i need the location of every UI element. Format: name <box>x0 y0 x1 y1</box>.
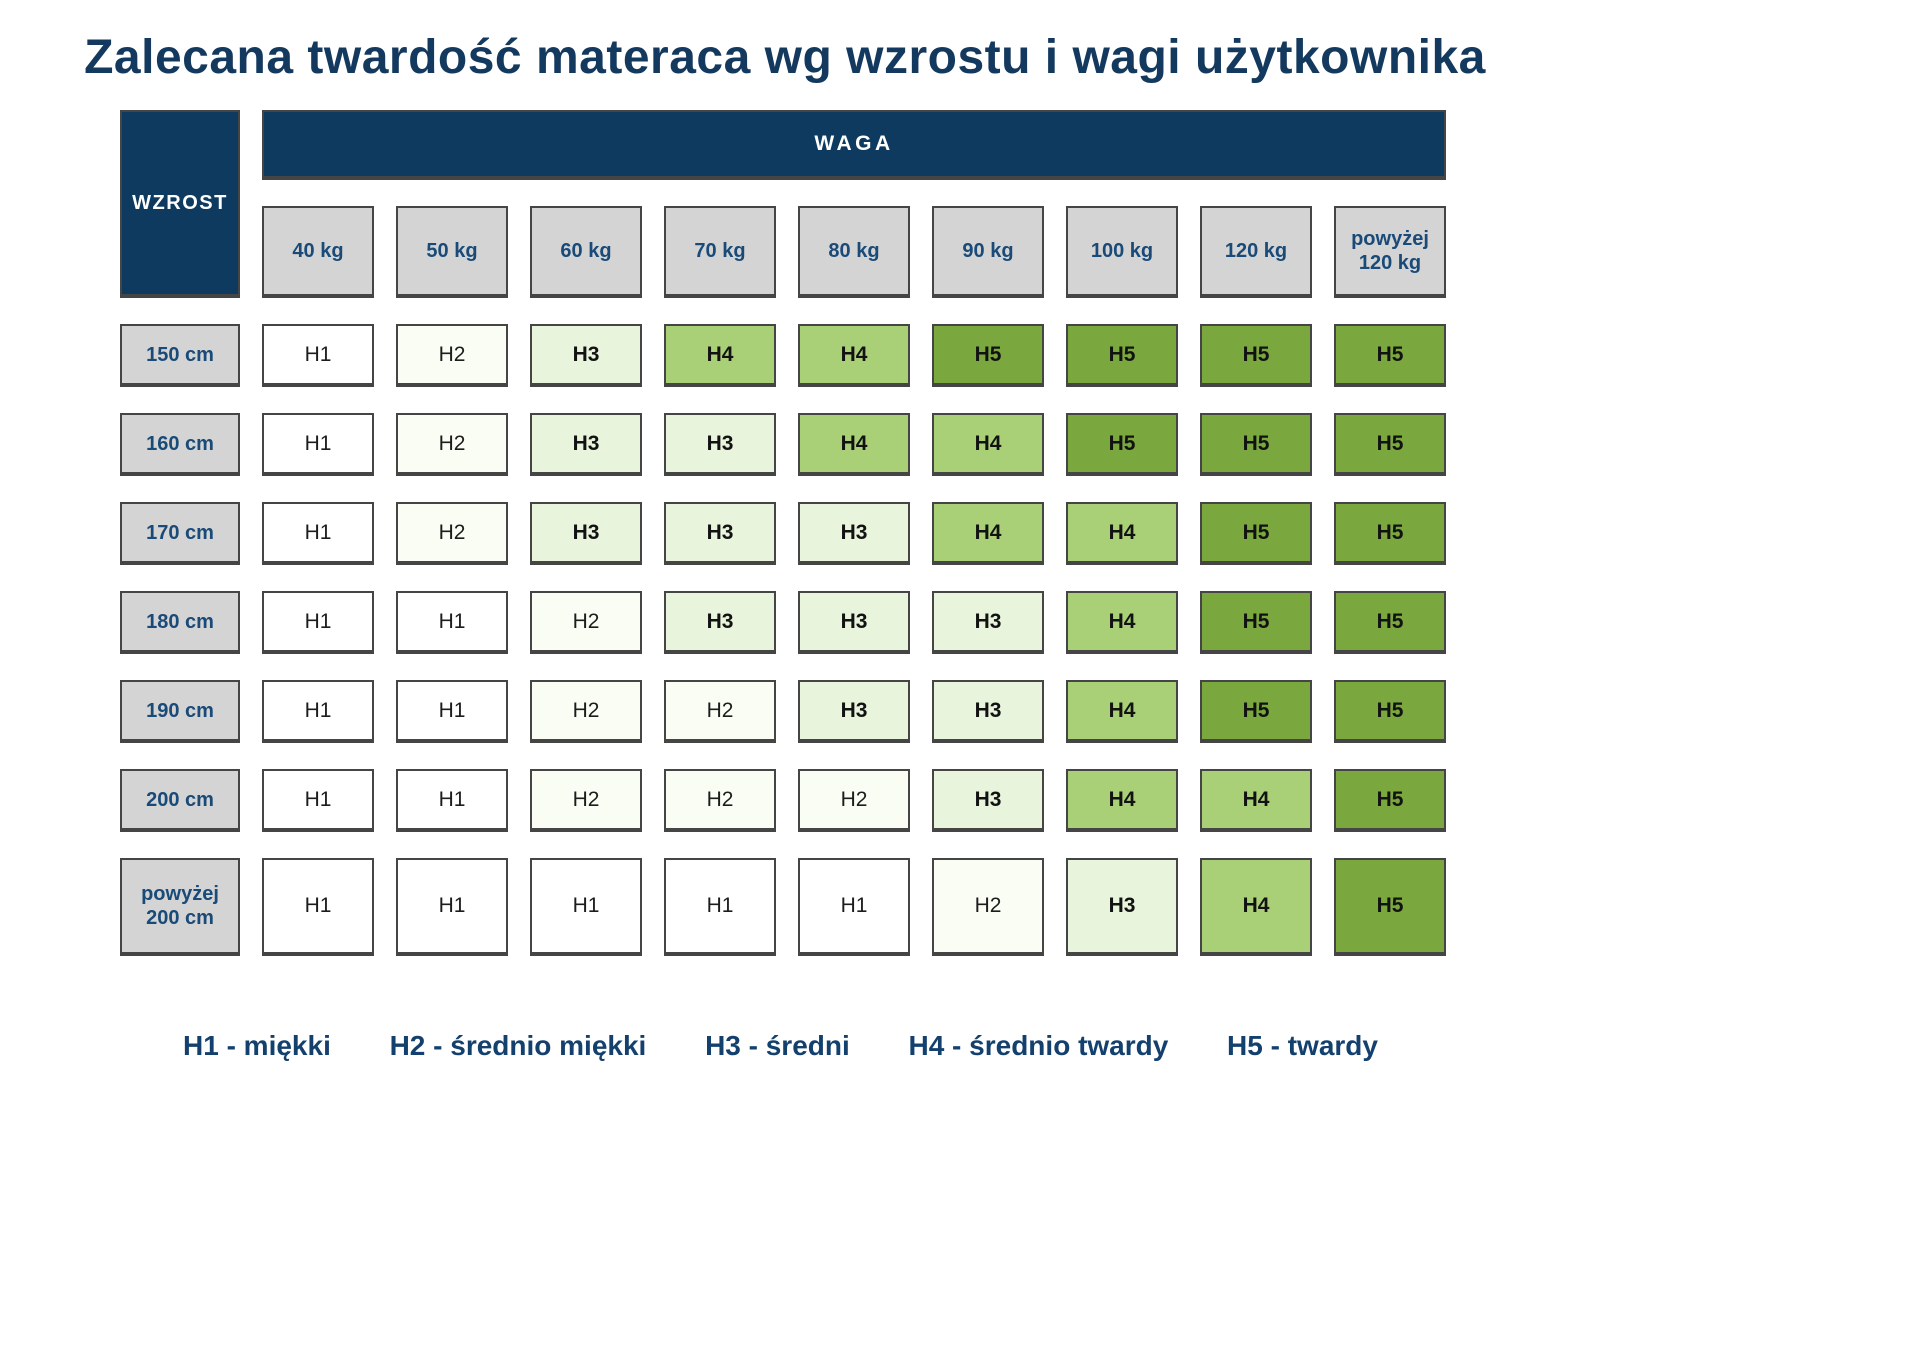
firmness-cell: H2 <box>798 769 910 832</box>
weight-column-header: 90 kg <box>932 206 1044 298</box>
height-header-cell: WZROST <box>120 110 240 298</box>
firmness-cell: H5 <box>1066 413 1178 476</box>
firmness-cell: H1 <box>530 858 642 956</box>
firmness-cell: H3 <box>1066 858 1178 956</box>
firmness-cell: H4 <box>1200 858 1312 956</box>
firmness-cell: H5 <box>1334 591 1446 654</box>
firmness-cell: H3 <box>664 413 776 476</box>
firmness-cell: H3 <box>530 324 642 387</box>
height-row-header: 190 cm <box>120 680 240 743</box>
firmness-cell: H4 <box>1066 502 1178 565</box>
firmness-legend: H1 - miękki H2 - średnio miękki H3 - średn… <box>183 1030 1378 1062</box>
height-row-header: 200 cm <box>120 769 240 832</box>
weight-column-header: 80 kg <box>798 206 910 298</box>
firmness-cell: H5 <box>1200 502 1312 565</box>
firmness-cell: H4 <box>1200 769 1312 832</box>
weight-header-bar: WAGA <box>262 110 1446 180</box>
firmness-cell: H2 <box>664 769 776 832</box>
firmness-cell: H2 <box>530 680 642 743</box>
weight-column-header: powyżej 120 kg <box>1334 206 1446 298</box>
firmness-cell: H5 <box>1334 502 1446 565</box>
firmness-cell: H1 <box>396 858 508 956</box>
firmness-cell: H5 <box>1200 680 1312 743</box>
firmness-cell: H1 <box>798 858 910 956</box>
firmness-cell: H3 <box>664 591 776 654</box>
firmness-cell: H2 <box>396 502 508 565</box>
height-row-header: 170 cm <box>120 502 240 565</box>
firmness-cell: H5 <box>1334 680 1446 743</box>
weight-column-header: 70 kg <box>664 206 776 298</box>
firmness-cell: H3 <box>664 502 776 565</box>
page-title: Zalecana twardość materaca wg wzrostu i … <box>84 31 1486 84</box>
firmness-cell: H4 <box>664 324 776 387</box>
weight-column-header: 100 kg <box>1066 206 1178 298</box>
firmness-cell: H5 <box>1200 413 1312 476</box>
firmness-cell: H5 <box>1334 769 1446 832</box>
firmness-cell: H3 <box>798 680 910 743</box>
firmness-cell: H2 <box>396 413 508 476</box>
firmness-cell: H1 <box>262 502 374 565</box>
firmness-cell: H4 <box>1066 680 1178 743</box>
height-row-header: 150 cm <box>120 324 240 387</box>
legend-item: H2 - średnio miękki <box>389 1030 647 1061</box>
firmness-cell: H4 <box>798 413 910 476</box>
weight-column-header: 60 kg <box>530 206 642 298</box>
firmness-cell: H4 <box>1066 591 1178 654</box>
firmness-cell: H2 <box>396 324 508 387</box>
firmness-cell: H4 <box>932 413 1044 476</box>
firmness-cell: H1 <box>262 413 374 476</box>
firmness-cell: H1 <box>396 769 508 832</box>
firmness-cell: H1 <box>262 858 374 956</box>
firmness-cell: H3 <box>530 413 642 476</box>
firmness-cell: H4 <box>1066 769 1178 832</box>
firmness-cell: H1 <box>664 858 776 956</box>
firmness-cell: H2 <box>530 591 642 654</box>
firmness-cell: H5 <box>1200 324 1312 387</box>
firmness-cell: H4 <box>798 324 910 387</box>
firmness-table: WZROST WAGA 40 kg 50 kg 60 kg 70 kg 80 kg 90 … <box>120 110 1446 956</box>
firmness-cell: H2 <box>664 680 776 743</box>
firmness-cell: H3 <box>932 591 1044 654</box>
firmness-cell: H3 <box>530 502 642 565</box>
firmness-cell: H5 <box>1334 858 1446 956</box>
firmness-cell: H3 <box>932 769 1044 832</box>
firmness-cell: H1 <box>262 591 374 654</box>
legend-item: H5 - twardy <box>1227 1030 1378 1061</box>
firmness-cell: H5 <box>1200 591 1312 654</box>
firmness-cell: H3 <box>798 591 910 654</box>
legend-item: H1 - miękki <box>183 1030 331 1061</box>
firmness-cell: H1 <box>262 769 374 832</box>
firmness-cell: H3 <box>798 502 910 565</box>
weight-column-header: 120 kg <box>1200 206 1312 298</box>
height-row-header: 180 cm <box>120 591 240 654</box>
firmness-cell: H2 <box>530 769 642 832</box>
weight-column-header: 40 kg <box>262 206 374 298</box>
firmness-cell: H4 <box>932 502 1044 565</box>
legend-item: H4 - średnio twardy <box>908 1030 1169 1061</box>
firmness-cell: H5 <box>1334 324 1446 387</box>
firmness-cell: H3 <box>932 680 1044 743</box>
height-row-header: 160 cm <box>120 413 240 476</box>
firmness-cell: H5 <box>1334 413 1446 476</box>
firmness-cell: H2 <box>932 858 1044 956</box>
firmness-cell: H5 <box>1066 324 1178 387</box>
firmness-cell: H1 <box>396 680 508 743</box>
height-row-header: powyżej 200 cm <box>120 858 240 956</box>
firmness-cell: H1 <box>262 324 374 387</box>
firmness-cell: H1 <box>262 680 374 743</box>
legend-item: H3 - średni <box>705 1030 850 1061</box>
weight-column-header: 50 kg <box>396 206 508 298</box>
firmness-cell: H1 <box>396 591 508 654</box>
firmness-cell: H5 <box>932 324 1044 387</box>
